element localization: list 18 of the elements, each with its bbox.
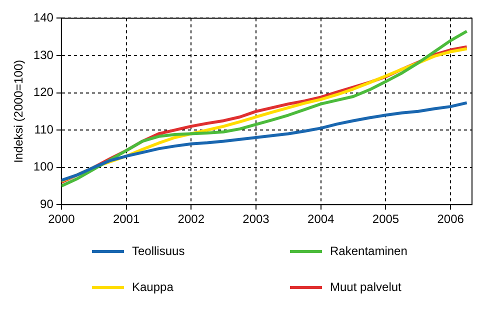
legend-label: Rakentaminen <box>330 244 408 258</box>
y-tick-label: 90 <box>40 196 54 211</box>
x-tick-label: 2006 <box>437 212 464 226</box>
y-tick-label: 130 <box>33 48 54 62</box>
x-tick-label: 2000 <box>48 212 76 226</box>
x-tick-label: 2001 <box>112 212 140 226</box>
legend-label: Muut palvelut <box>330 280 402 294</box>
x-tick-label: 2005 <box>372 212 400 226</box>
y-tick-label: 110 <box>34 122 54 136</box>
x-tick-label: 2002 <box>178 212 205 226</box>
y-tick-label: 140 <box>33 10 54 25</box>
y-axis-title: Indeksi (2000=100) <box>12 60 26 163</box>
legend-label: Kauppa <box>132 280 174 294</box>
y-tick-label: 100 <box>33 160 54 174</box>
x-tick-label: 2003 <box>242 212 270 226</box>
x-tick-label: 2004 <box>308 212 335 226</box>
y-tick-label: 120 <box>33 85 54 100</box>
legend-label: Teollisuus <box>132 244 185 258</box>
